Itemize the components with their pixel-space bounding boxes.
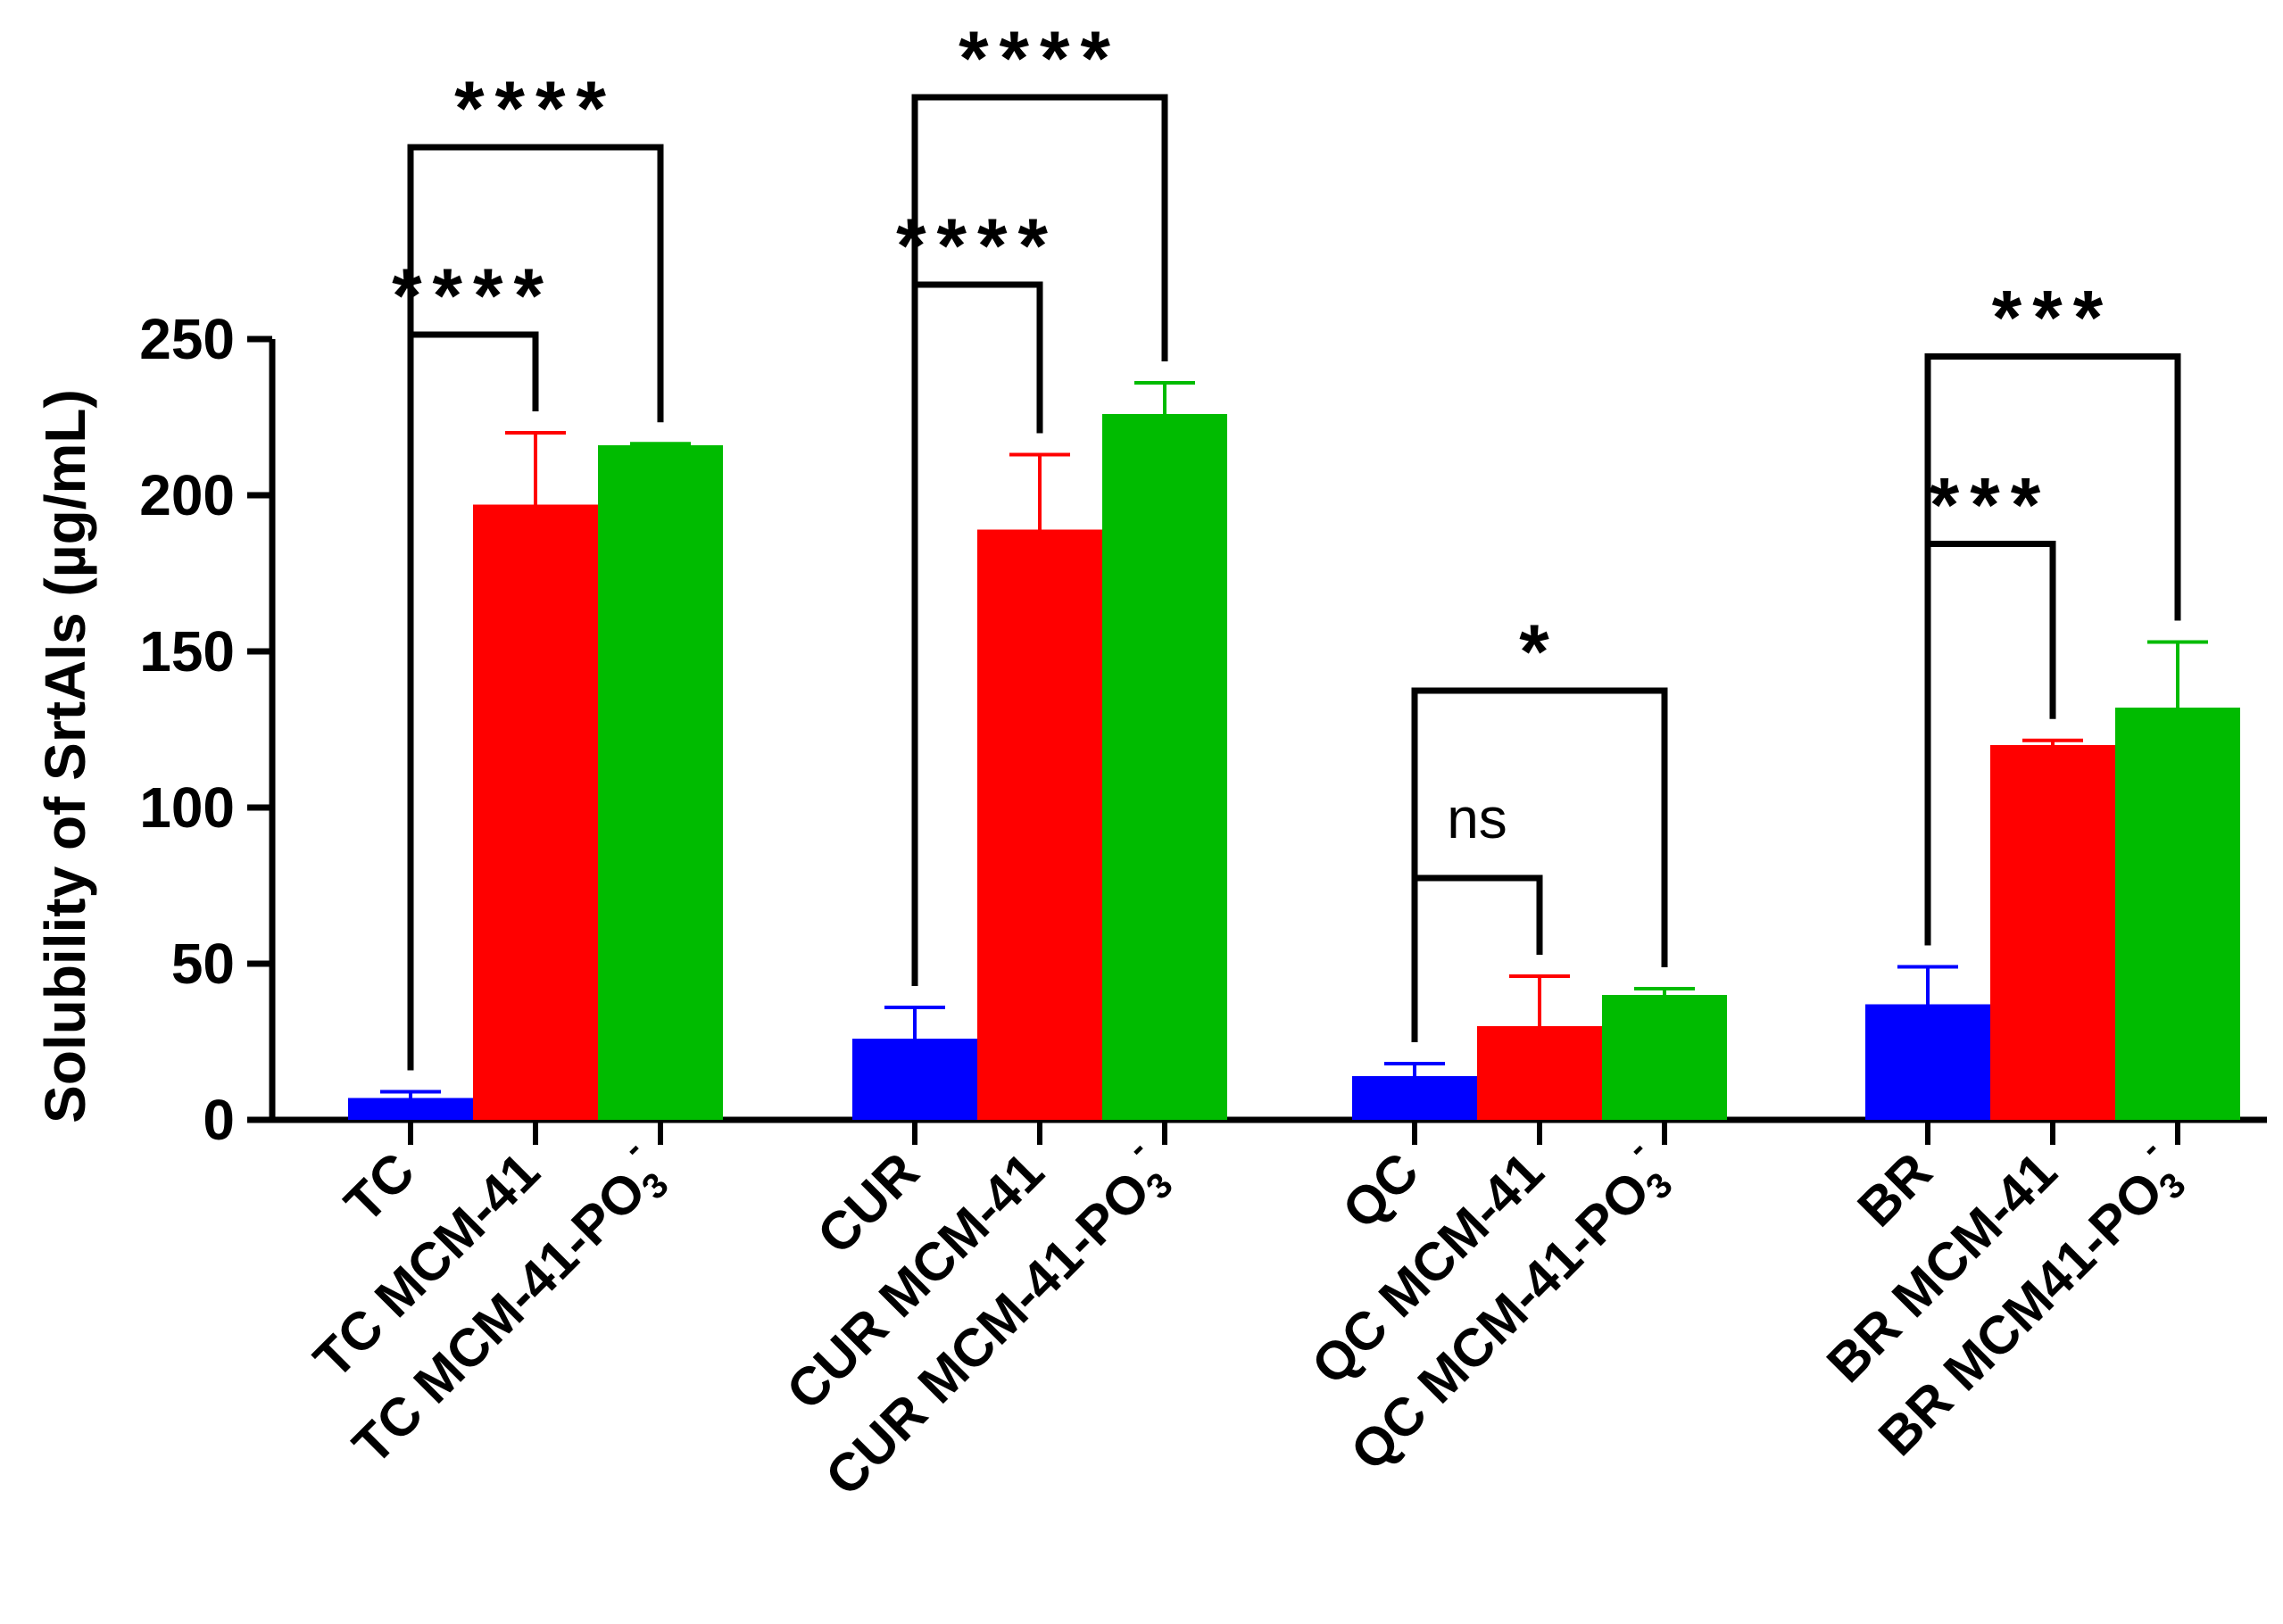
significance-bracket (1924, 353, 2181, 946)
y-tick-label: 0 (203, 1088, 235, 1152)
category-label: BR (1847, 1141, 1944, 1239)
significance-bracket (1411, 874, 1543, 1042)
significance-label: **** (454, 66, 617, 152)
bar-qc-1 (1477, 1026, 1602, 1120)
bar-tc-0 (348, 1098, 473, 1120)
significance-bracket (1411, 687, 1668, 1042)
y-tick-label: 100 (139, 775, 235, 840)
significance-bracket (911, 94, 1168, 986)
significance-label: **** (392, 253, 554, 339)
bar-cur-1 (977, 529, 1102, 1120)
bar-tc-1 (473, 504, 598, 1120)
y-tick-label: 50 (171, 932, 235, 996)
bar-tc-2 (598, 445, 723, 1120)
significance-label: * (1519, 609, 1559, 695)
error-bars (380, 381, 2208, 1098)
bar-qc-0 (1352, 1076, 1477, 1120)
bar-br-0 (1865, 1004, 1990, 1120)
y-tick-label: 150 (139, 619, 235, 684)
bar-br-2 (2115, 708, 2240, 1120)
y-tick-label: 200 (139, 463, 235, 527)
bar-br-1 (1990, 745, 2115, 1120)
significance-label: **** (896, 203, 1058, 289)
significance-label: *** (1930, 463, 2051, 549)
y-axis-label: Solubility of SrtAIs (µg/mL) (33, 389, 97, 1123)
bar-cur-2 (1102, 414, 1227, 1120)
significance-label: ns (1447, 786, 1507, 850)
category-label: TC (333, 1141, 426, 1234)
significance-label: **** (959, 16, 1121, 102)
bars (348, 414, 2240, 1120)
y-tick-label: 250 (139, 307, 235, 371)
bar-qc-2 (1602, 995, 1727, 1120)
category-label: QC (1331, 1141, 1430, 1240)
significance-brackets: ****************ns******* (392, 16, 2181, 1071)
significance-bracket (407, 144, 664, 1071)
bar-cur-0 (852, 1039, 977, 1120)
significance-label: *** (1992, 276, 2113, 361)
